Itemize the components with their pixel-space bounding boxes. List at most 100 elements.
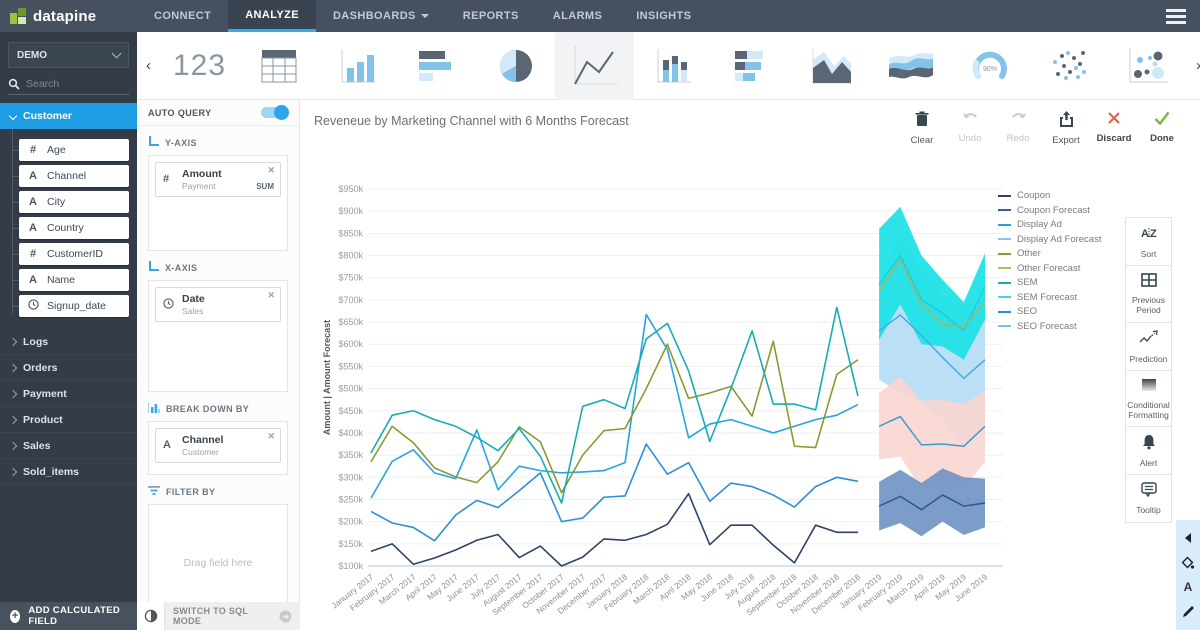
legend-item[interactable]: Coupon [998, 190, 1101, 201]
brand-name: datapine [33, 8, 96, 25]
hamburger-menu-icon[interactable] [1166, 0, 1186, 32]
fill-color-icon[interactable] [1180, 555, 1196, 571]
svg-text:$150k: $150k [338, 539, 363, 549]
nav-item-dashboards[interactable]: DASHBOARDS [316, 0, 446, 32]
discard-button[interactable]: Discard [1094, 106, 1134, 146]
field-channel[interactable]: AChannel [19, 165, 129, 187]
legend-item[interactable]: Display Ad [998, 219, 1101, 230]
text-field-icon: A [27, 170, 39, 182]
tooltip-button[interactable]: Tooltip [1125, 474, 1172, 522]
alert-button[interactable]: Alert [1125, 426, 1172, 475]
remove-chip-icon[interactable]: ✕ [267, 165, 275, 176]
query-chip-amount[interactable]: #AmountPayment✕SUM [155, 162, 281, 197]
add-calculated-field-button[interactable]: + ADD CALCULATED FIELD [0, 602, 137, 630]
sidebar-group-product[interactable]: Product [0, 407, 137, 433]
scroll-left-icon[interactable]: ‹ [137, 57, 160, 74]
sort-button[interactable]: AZSort [1125, 217, 1172, 266]
chart-type-pie-icon[interactable] [476, 32, 555, 100]
export-button[interactable]: Export [1046, 106, 1086, 146]
field-list: #Age AChannel ACity ACountry #CustomerID ANam… [0, 129, 137, 329]
dropzone-x-axis[interactable]: DateSales✕ [148, 280, 288, 392]
svg-text:$100k: $100k [338, 561, 363, 571]
sidebar-group-sold_items[interactable]: Sold_items [0, 459, 137, 485]
legend-item[interactable]: Other [998, 248, 1101, 259]
chart-type-scatter-icon[interactable] [1029, 32, 1108, 100]
chart-type-stream-icon[interactable] [871, 32, 950, 100]
nav-item-insights[interactable]: INSIGHTS [619, 0, 708, 32]
sidebar-group-logs[interactable]: Logs [0, 329, 137, 355]
chart-type-gauge-icon[interactable]: 90% [950, 32, 1029, 100]
auto-query-toggle[interactable] [261, 107, 288, 118]
legend-item[interactable]: SEO [998, 306, 1101, 317]
chart-type-line-icon[interactable] [555, 32, 634, 100]
chart-type-bar: ‹ 123 90% › [137, 32, 1200, 100]
done-button[interactable]: Done [1142, 106, 1182, 146]
legend-item[interactable]: SEO Forecast [998, 321, 1101, 332]
switch-to-sql-mode-button[interactable]: SWITCH TO SQL MODE [165, 602, 300, 630]
sidebar-group-customer[interactable]: Customer [0, 103, 137, 129]
field-name[interactable]: AName [19, 269, 129, 291]
section-label-x-axis: X-AXIS [148, 261, 288, 274]
remove-chip-icon[interactable]: ✕ [267, 431, 275, 442]
field-signup_date[interactable]: Signup_date [19, 295, 129, 317]
theme-contrast-button[interactable] [137, 602, 165, 630]
nav-item-connect[interactable]: CONNECT [137, 0, 228, 32]
search-input[interactable] [26, 78, 116, 90]
chart-type-tiles: 123 90% [160, 32, 1187, 99]
export-icon [1059, 111, 1074, 132]
sidebar-group-orders[interactable]: Orders [0, 355, 137, 381]
prediction-button[interactable]: Prediction [1125, 322, 1172, 371]
field-country[interactable]: ACountry [19, 217, 129, 239]
conditional-formatting-button[interactable]: ConditionalFormatting [1125, 370, 1172, 427]
legend-item[interactable]: Coupon Forecast [998, 205, 1101, 216]
svg-text:$400k: $400k [338, 428, 363, 438]
sidebar-group-sales[interactable]: Sales [0, 433, 137, 459]
query-chip-channel[interactable]: AChannelCustomer✕ [155, 428, 281, 463]
field-city[interactable]: ACity [19, 191, 129, 213]
clear-button[interactable]: Clear [902, 106, 942, 146]
nav-item-reports[interactable]: REPORTS [446, 0, 536, 32]
nav-item-alarms[interactable]: ALARMS [536, 0, 619, 32]
chart-title: Reveneue by Marketing Channel with 6 Mon… [314, 114, 629, 128]
bell-icon [1142, 434, 1156, 455]
svg-text:$300k: $300k [338, 472, 363, 482]
chart-type-stacked-bar-icon[interactable] [713, 32, 792, 100]
font-icon[interactable]: A [1180, 579, 1196, 595]
dropzone-breakdown[interactable]: AChannelCustomer✕ [148, 421, 288, 475]
collapse-strip-icon[interactable] [1180, 530, 1196, 546]
chart-type-table-icon[interactable] [239, 32, 318, 100]
dropzone-filter[interactable]: Drag field here [148, 504, 288, 602]
check-icon [1154, 111, 1170, 130]
legend-item[interactable]: Display Ad Forecast [998, 234, 1101, 245]
sidebar-group-payment[interactable]: Payment [0, 381, 137, 407]
scroll-right-icon[interactable]: › [1187, 57, 1200, 74]
legend-item[interactable]: Other Forecast [998, 263, 1101, 274]
query-chip-date[interactable]: DateSales✕ [155, 287, 281, 322]
legend-swatch [998, 224, 1011, 226]
chart-type-bar-icon[interactable] [397, 32, 476, 100]
svg-text:$750k: $750k [338, 273, 363, 283]
chevron-right-icon [9, 415, 17, 423]
chart-type-number-icon[interactable]: 123 [160, 32, 239, 100]
undo-button: Undo [950, 106, 990, 146]
field-customerid[interactable]: #CustomerID [19, 243, 129, 265]
brand[interactable]: datapine [0, 0, 137, 32]
chart-type-area-icon[interactable] [792, 32, 871, 100]
svg-text:$250k: $250k [338, 494, 363, 504]
edit-pencil-icon[interactable] [1180, 604, 1196, 620]
number-field-icon: # [163, 173, 169, 185]
chart-type-column-icon[interactable] [318, 32, 397, 100]
legend-item[interactable]: SEM Forecast [998, 292, 1101, 303]
remove-chip-icon[interactable]: ✕ [267, 290, 275, 301]
dropzone-y-axis[interactable]: #AmountPayment✕SUM [148, 155, 288, 251]
previous-period-button[interactable]: PreviousPeriod [1125, 265, 1172, 322]
trash-icon [915, 111, 929, 132]
nav-item-analyze[interactable]: ANALYZE [228, 0, 316, 32]
field-age[interactable]: #Age [19, 139, 129, 161]
legend-item[interactable]: SEM [998, 277, 1101, 288]
workspace-selector[interactable]: DEMO [8, 42, 129, 68]
filter-icon [148, 485, 160, 498]
chart-type-stacked-column-icon[interactable] [634, 32, 713, 100]
datapine-app: datapine CONNECTANALYZEDASHBOARDSREPORTS… [0, 0, 1200, 630]
chart-type-bubble-icon[interactable] [1108, 32, 1187, 100]
